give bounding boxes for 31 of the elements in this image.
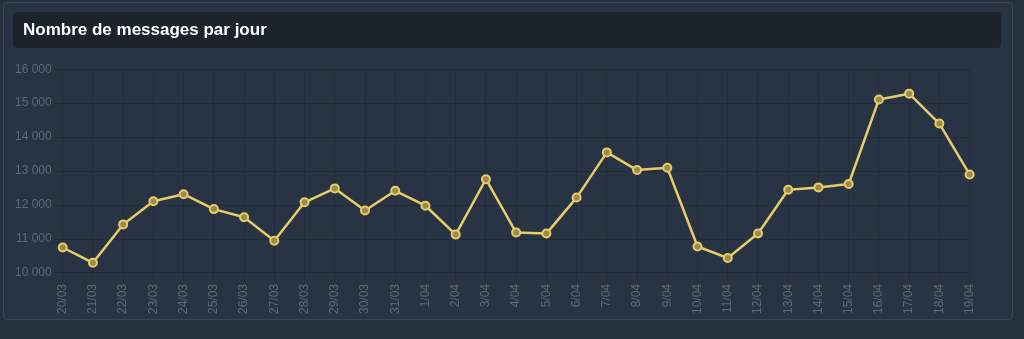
point (964, 169, 975, 180)
point (601, 147, 612, 158)
point (783, 184, 794, 195)
point (632, 165, 643, 176)
point (813, 182, 824, 193)
point (360, 205, 370, 216)
point (904, 88, 915, 99)
point (299, 197, 310, 208)
point (390, 185, 401, 196)
point (511, 227, 522, 238)
point (208, 204, 219, 215)
point (178, 189, 189, 200)
point (662, 162, 673, 173)
point (843, 178, 854, 189)
point (148, 196, 159, 207)
chart-title: Nombre de messages par jour (13, 12, 1001, 48)
point (269, 235, 280, 246)
point (934, 118, 945, 129)
point (118, 219, 129, 230)
point (329, 183, 340, 194)
point (450, 229, 461, 240)
point (873, 94, 884, 105)
point (571, 192, 582, 203)
point (87, 257, 98, 268)
point (541, 228, 552, 239)
point (692, 241, 703, 252)
point (239, 212, 250, 223)
point (480, 174, 491, 185)
point (752, 228, 763, 239)
point (420, 200, 431, 211)
point (722, 253, 733, 264)
